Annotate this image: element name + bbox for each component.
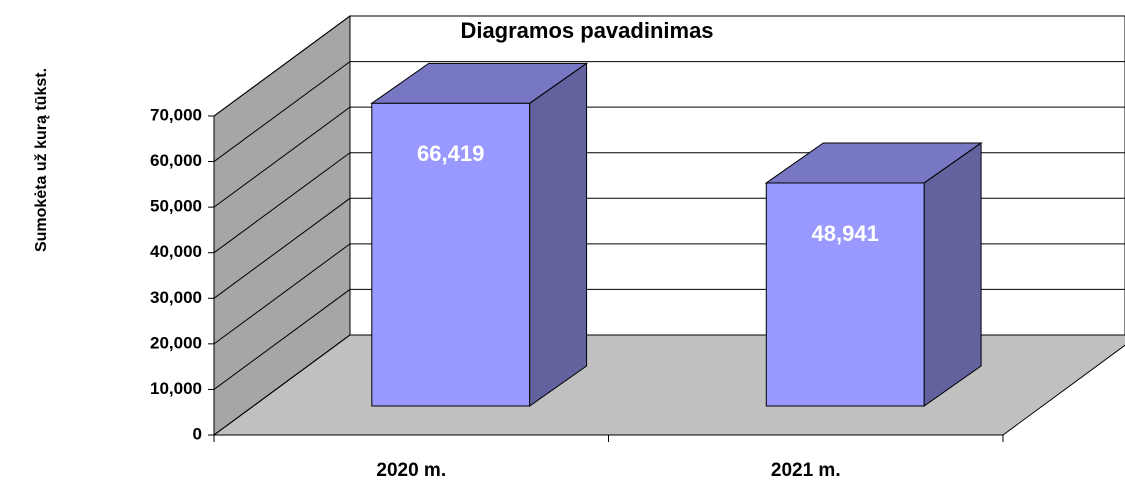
y-tick-label: 0 xyxy=(193,424,202,443)
bar xyxy=(764,142,983,407)
y-tick-label: 30,000 xyxy=(150,288,202,307)
y-tick-label: 70,000 xyxy=(150,105,202,124)
data-label: 66,419 xyxy=(417,141,484,166)
bars: 66,419 2020 m. 48,941 2021 m. xyxy=(370,62,983,481)
chart-walls xyxy=(212,15,1125,436)
bar-side xyxy=(529,62,588,407)
data-label: 48,941 xyxy=(812,221,879,246)
chart-title: Diagramos pavadinimas xyxy=(460,18,713,43)
y-tick-label: 10,000 xyxy=(150,379,202,398)
grid-line xyxy=(213,106,1125,208)
bar xyxy=(370,62,589,407)
bar-front xyxy=(371,102,531,407)
grid-line xyxy=(213,61,1125,162)
bar-front xyxy=(765,182,925,407)
x-tick-label: 2020 m. xyxy=(376,460,446,481)
floor xyxy=(212,334,1125,436)
y-tick-label: 50,000 xyxy=(150,197,202,216)
bar-side xyxy=(923,142,982,407)
y-tick-label: 60,000 xyxy=(150,151,202,170)
y-tick-label: 20,000 xyxy=(150,333,202,352)
y-tick-label: 40,000 xyxy=(150,242,202,261)
x-tick-label: 2021 m. xyxy=(771,460,841,481)
y-axis-label: Sumokėta už kurą tūkst. xyxy=(33,68,50,252)
grid-line xyxy=(213,15,1125,117)
